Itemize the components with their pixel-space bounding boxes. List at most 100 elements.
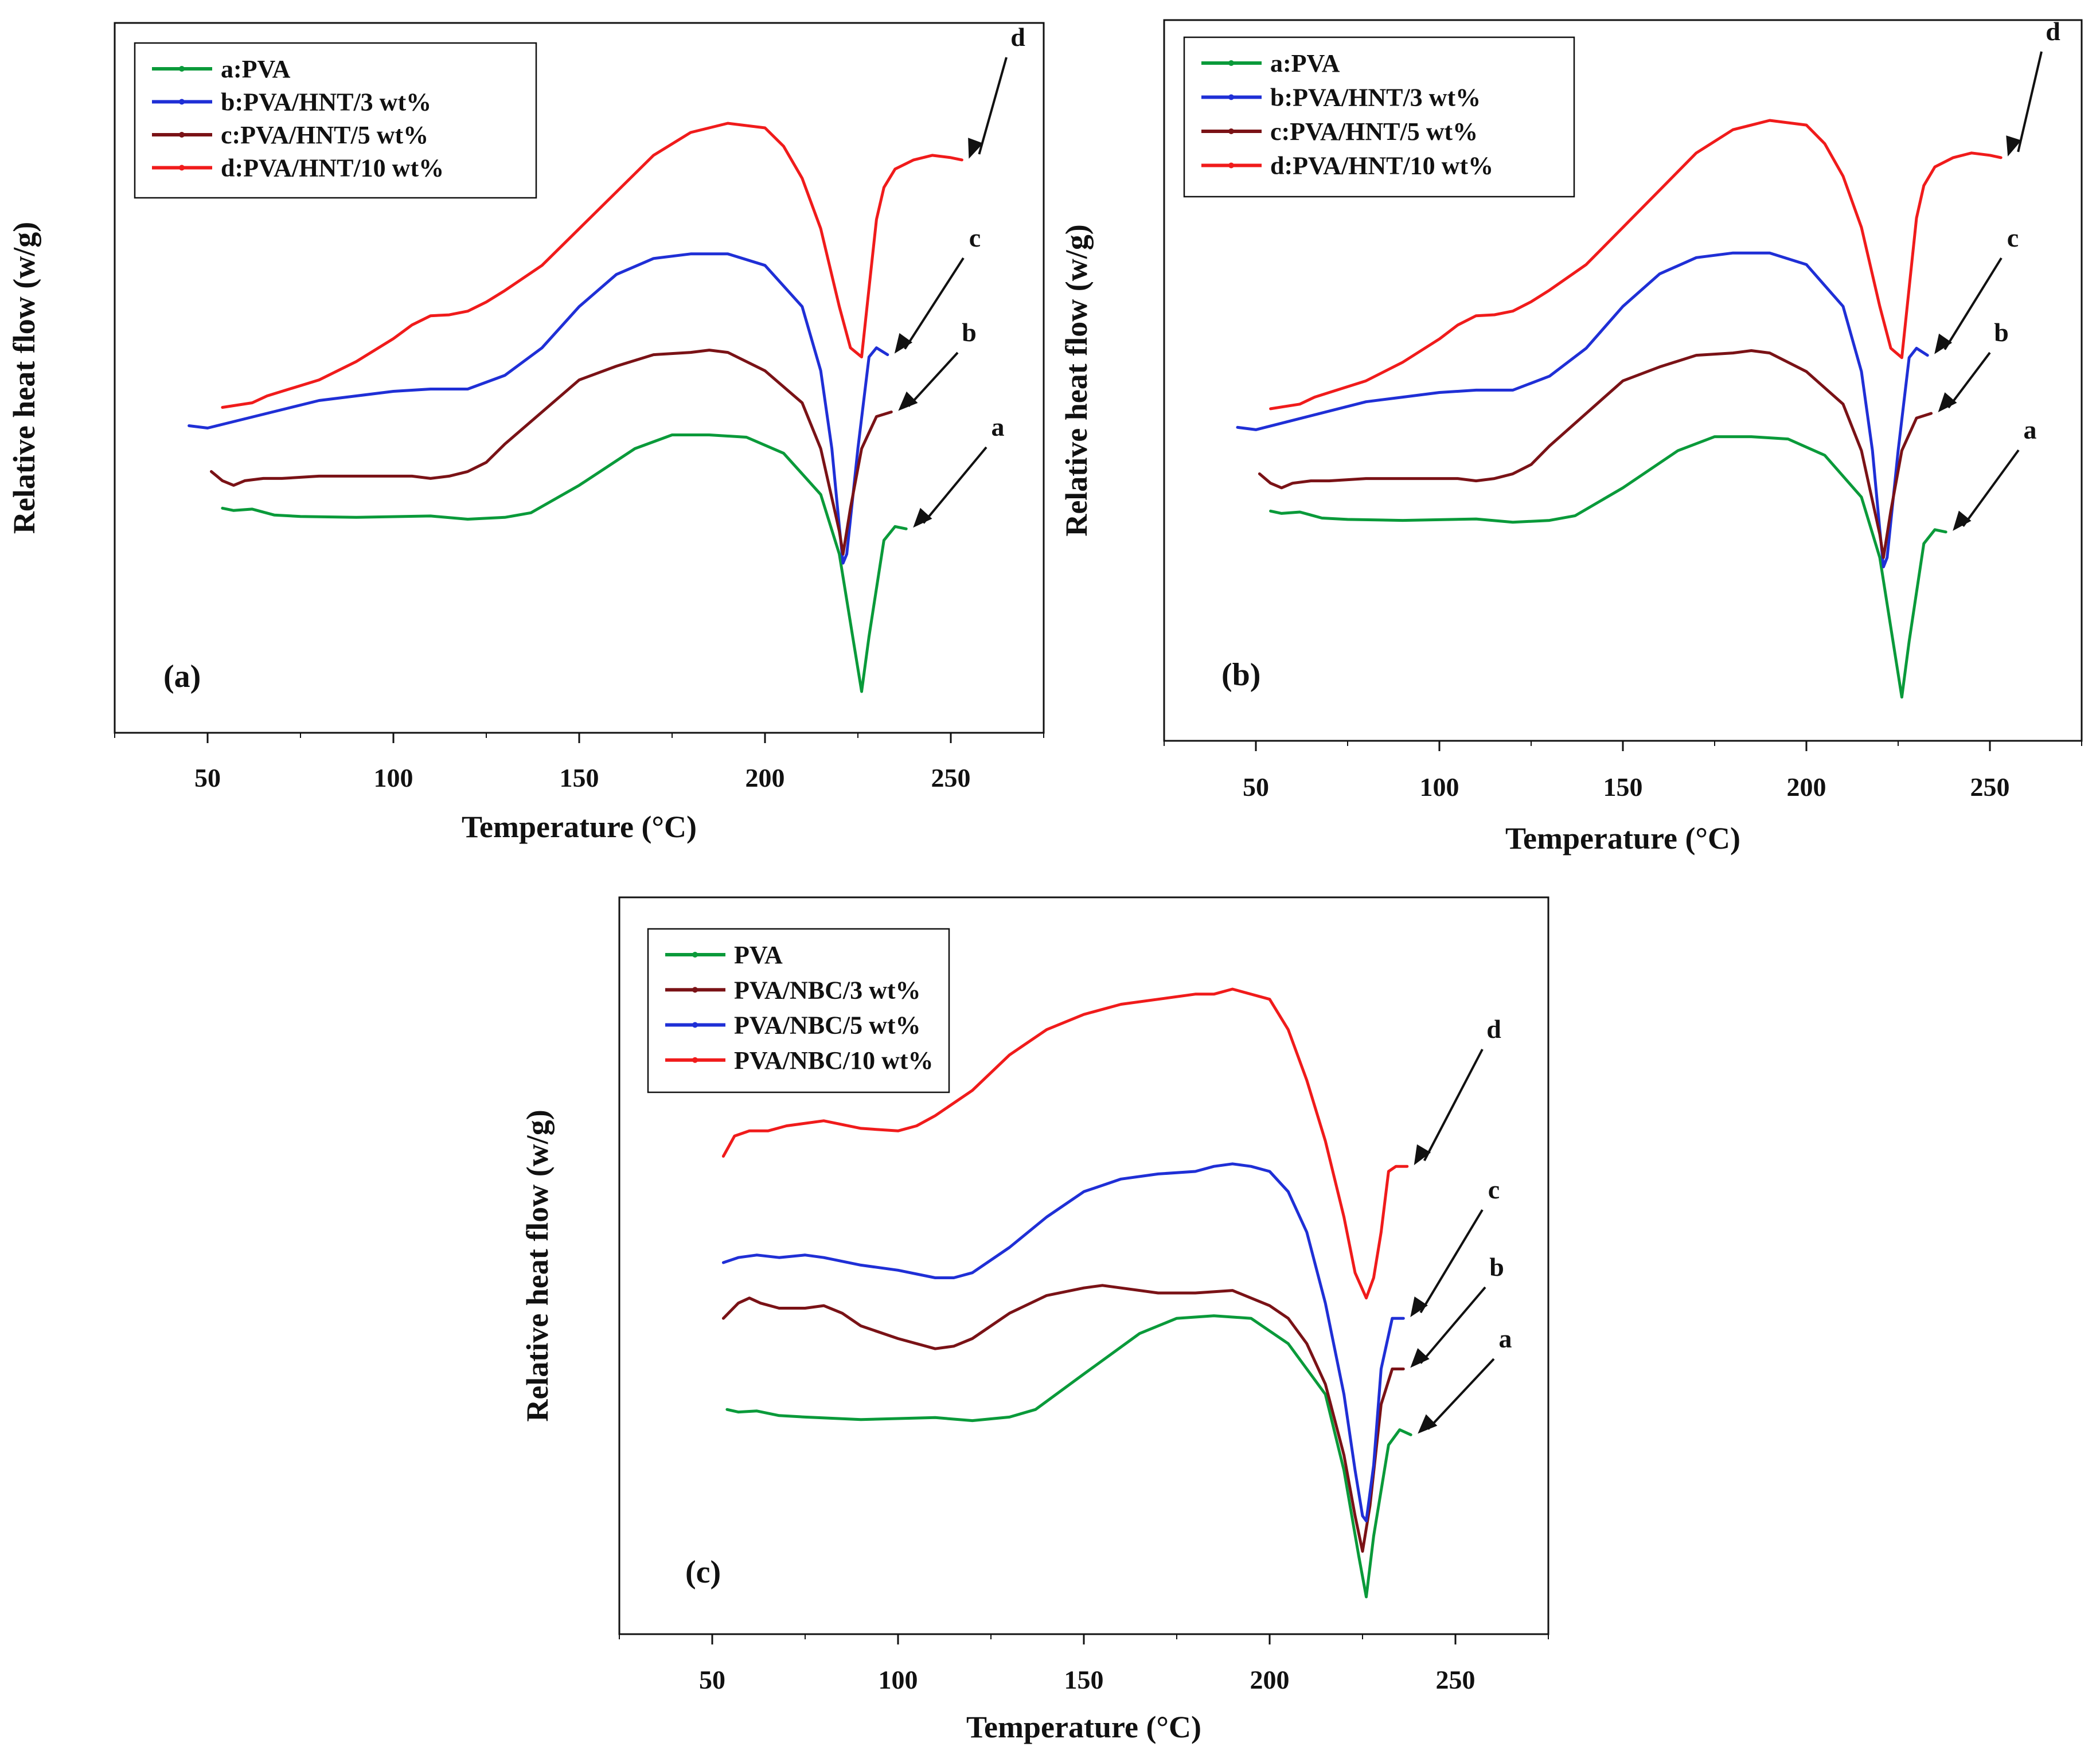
x-tick-label: 50 <box>699 1665 725 1694</box>
x-tick-label: 200 <box>745 763 785 792</box>
series-line-d <box>721 987 1409 1300</box>
annotation-arrow-head <box>898 391 918 411</box>
legend-label-c: c:PVA/HNT/5 wt% <box>221 121 428 149</box>
annotation-arrow-shaft <box>1947 351 1991 409</box>
annotation-arrow-shaft <box>922 446 987 524</box>
annotation-arrow-shaft <box>1962 449 2020 528</box>
series-line-d <box>221 122 963 409</box>
annotation-arrow-shaft <box>904 257 965 350</box>
x-tick-label: 150 <box>560 763 599 792</box>
x-tick-label: 150 <box>1603 772 1643 802</box>
x-tick-label: 250 <box>1970 772 2010 802</box>
annotation-label-d: d <box>2046 17 2060 46</box>
legend-label-a: PVA <box>734 941 783 969</box>
series-line-a <box>725 1314 1412 1599</box>
chart-panel-1: 50 100 150 200 250 Temperature (°C) Relative h… <box>7 22 1045 844</box>
y-axis-title: Relative heat flow (w/g) <box>1059 224 1094 536</box>
annotation-arrow-head <box>2006 135 2021 157</box>
annotation-arrow-head <box>1414 1144 1431 1166</box>
legend-label-d: d:PVA/HNT/10 wt% <box>221 154 444 182</box>
legend-marker-d <box>692 1057 698 1063</box>
annotation-label-c: c <box>1488 1175 1500 1204</box>
x-tick-label: 250 <box>1436 1665 1476 1694</box>
annotation-arrow-shaft <box>1423 1049 1484 1162</box>
annotation-arrow-shaft <box>1419 1286 1486 1364</box>
legend-marker-d <box>179 165 185 171</box>
annotation-arrow-shaft <box>978 57 1008 155</box>
legend-marker-c <box>1228 128 1234 134</box>
annotation-arrow-head <box>968 138 983 159</box>
x-tick-label: 100 <box>374 763 413 792</box>
legend-marker-c <box>179 132 185 138</box>
series-line-a <box>221 433 908 693</box>
annotation-arrow-shaft <box>907 351 959 407</box>
annotation-arrow-shaft <box>1427 1358 1495 1430</box>
annotation-arrow-head <box>1934 333 1953 354</box>
x-axis-title: Temperature (°C) <box>462 810 697 844</box>
series-line-c <box>721 1162 1405 1522</box>
legend-label-c: PVA/NBC/5 wt% <box>734 1011 921 1040</box>
x-tick-label: 200 <box>1787 772 1826 802</box>
series-line-c <box>1258 349 1933 559</box>
legend-label-b: PVA/NBC/3 wt% <box>734 976 921 1004</box>
x-axis-title: Temperature (°C) <box>966 1710 1201 1744</box>
annotation-label-b: b <box>962 318 977 347</box>
legend-label-b: b:PVA/HNT/3 wt% <box>1270 84 1481 112</box>
annotation-label-c: c <box>2007 223 2019 252</box>
legend-marker-a <box>1228 60 1234 66</box>
annotation-label-d: d <box>1010 22 1025 52</box>
x-tick-label: 50 <box>194 763 221 792</box>
chart-panel-2: 50 100 150 200 250 Temperature (°C) Relative h… <box>1059 17 2083 855</box>
y-axis-title: Relative heat flow (w/g) <box>7 222 41 534</box>
annotation-label-d: d <box>1486 1014 1501 1044</box>
annotation-arrow-head <box>1410 1296 1428 1318</box>
y-axis-title: Relative heat flow (w/g) <box>520 1110 555 1421</box>
legend-marker-d <box>1228 162 1234 169</box>
legend-label-d: d:PVA/HNT/10 wt% <box>1270 152 1493 180</box>
annotation-arrow-head <box>913 507 932 528</box>
legend-marker-b <box>179 99 185 105</box>
legend-label-d: PVA/NBC/10 wt% <box>734 1046 934 1075</box>
annotation-label-b: b <box>1489 1252 1504 1282</box>
x-axis-title: Temperature (°C) <box>1505 821 1740 855</box>
x-tick-label: 50 <box>1243 772 1269 802</box>
panel-label: (c) <box>685 1554 721 1590</box>
annotation-arrow-head <box>1418 1414 1438 1434</box>
x-tick-label: 100 <box>1420 772 1459 802</box>
x-tick-label: 150 <box>1064 1665 1104 1694</box>
legend-marker-a <box>692 952 698 958</box>
x-tick-label: 100 <box>879 1665 918 1694</box>
series-line-b <box>721 1284 1405 1553</box>
legend-label-a: a:PVA <box>221 55 291 83</box>
series-line-d <box>1269 119 2003 411</box>
annotation-arrow-shaft <box>1943 257 2003 350</box>
chart-panel-3: 50 100 150 200 250 Temperature (°C) Relative h… <box>520 896 1549 1744</box>
annotation-arrow-head <box>894 333 913 354</box>
annotation-label-c: c <box>969 223 981 252</box>
x-tick-label: 200 <box>1250 1665 1290 1694</box>
annotation-arrow-shaft <box>2017 51 2043 153</box>
series-line-b <box>1236 251 1929 569</box>
legend-marker-b <box>1228 94 1234 100</box>
annotation-label-a: a <box>1499 1324 1512 1353</box>
annotation-arrow-head <box>1938 392 1957 412</box>
x-tick-label: 250 <box>931 763 971 792</box>
annotation-arrow-shaft <box>1419 1209 1484 1314</box>
series-line-a <box>1269 435 1947 699</box>
legend-marker-c <box>692 1022 698 1028</box>
annotation-label-a: a <box>992 412 1005 442</box>
annotation-label-b: b <box>1994 318 2009 347</box>
panel-label: (b) <box>1221 657 1260 693</box>
annotation-arrow-head <box>1953 510 1972 531</box>
panel-label: (a) <box>163 659 201 694</box>
legend-label-c: c:PVA/HNT/5 wt% <box>1270 118 1478 146</box>
annotation-label-a: a <box>2024 415 2037 444</box>
legend-label-b: b:PVA/HNT/3 wt% <box>221 88 431 116</box>
series-line-b <box>188 252 889 565</box>
annotation-arrow-head <box>1410 1348 1430 1368</box>
legend-marker-b <box>692 987 698 993</box>
legend-label-a: a:PVA <box>1270 49 1340 77</box>
legend-marker-a <box>179 66 185 72</box>
series-line-c <box>210 349 893 556</box>
